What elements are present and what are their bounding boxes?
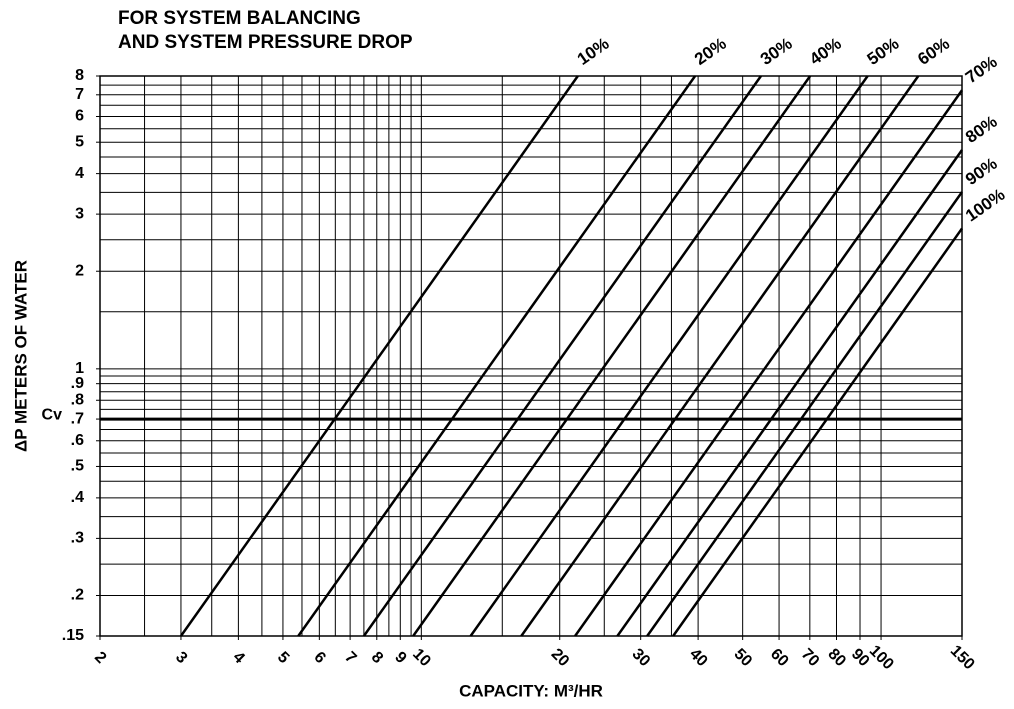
series-line bbox=[362, 75, 762, 637]
x-tick-label: 50 bbox=[731, 645, 756, 670]
y-tick-label: .7 bbox=[71, 410, 84, 427]
x-tick-label: 70 bbox=[798, 645, 823, 670]
series-line bbox=[469, 75, 869, 637]
y-tick-label: .9 bbox=[71, 375, 84, 392]
series-label: 90% bbox=[962, 154, 1001, 189]
x-tick-label: 7 bbox=[341, 649, 359, 667]
x-tick-label: 10 bbox=[409, 645, 434, 670]
y-tick-label: 7 bbox=[75, 86, 84, 103]
x-tick-label: 150 bbox=[947, 642, 978, 673]
x-tick-label: 80 bbox=[824, 645, 849, 670]
chart-title: AND SYSTEM PRESSURE DROP bbox=[118, 32, 413, 53]
y-tick-label: .8 bbox=[71, 391, 84, 408]
series-label: 10% bbox=[574, 34, 613, 69]
x-tick-label: 4 bbox=[229, 649, 247, 667]
y-tick-label: 3 bbox=[75, 205, 84, 222]
x-tick-label: 5 bbox=[274, 649, 292, 667]
x-tick-label: 20 bbox=[548, 645, 573, 670]
y-tick-label: 2 bbox=[75, 262, 84, 279]
x-tick-label: 40 bbox=[686, 645, 711, 670]
y-tick-label: .6 bbox=[71, 432, 84, 449]
plot-frame bbox=[99, 75, 963, 637]
y-tick-label: .15 bbox=[62, 627, 84, 644]
series-line bbox=[672, 227, 964, 637]
series-line bbox=[616, 149, 964, 637]
chart-title: FOR SYSTEM BALANCING bbox=[118, 8, 361, 29]
y-tick-label: .5 bbox=[71, 458, 84, 475]
series-line bbox=[646, 191, 964, 637]
series-label: 60% bbox=[914, 34, 953, 69]
series-line bbox=[297, 75, 697, 637]
y-tick-label: .4 bbox=[71, 489, 84, 506]
y-tick-label: 4 bbox=[75, 165, 84, 182]
x-tick-label: 90 bbox=[848, 645, 873, 670]
y-tick-label: 6 bbox=[75, 108, 84, 125]
series-line bbox=[574, 89, 964, 637]
series-label: 70% bbox=[962, 52, 1001, 87]
x-tick-label: 3 bbox=[172, 649, 190, 667]
series-line bbox=[520, 75, 920, 637]
y-axis-label: ΔP METERS OF WATER bbox=[11, 260, 30, 452]
y-tick-label: .3 bbox=[71, 530, 84, 547]
x-tick-label: 100 bbox=[866, 642, 897, 673]
y-tick-label: 1 bbox=[75, 360, 84, 377]
series-label: 40% bbox=[806, 34, 845, 69]
x-tick-label: 60 bbox=[767, 645, 792, 670]
x-tick-label: 8 bbox=[368, 649, 386, 667]
series-line bbox=[179, 75, 579, 637]
x-tick-label: 9 bbox=[391, 649, 409, 667]
series-label: 50% bbox=[864, 34, 903, 69]
series-label: 20% bbox=[691, 34, 730, 69]
reference-label: Cv bbox=[42, 406, 63, 423]
x-tick-label: 30 bbox=[629, 645, 654, 670]
y-tick-label: .2 bbox=[71, 587, 84, 604]
series-line bbox=[412, 75, 812, 637]
series-label: 100% bbox=[962, 185, 1009, 226]
series-label: 30% bbox=[757, 34, 796, 69]
y-tick-label: 5 bbox=[75, 133, 84, 150]
x-axis-label: CAPACITY: M³/HR bbox=[459, 681, 603, 700]
x-tick-label: 2 bbox=[91, 649, 109, 667]
y-tick-label: 8 bbox=[75, 67, 84, 84]
series-label: 80% bbox=[962, 112, 1001, 147]
x-tick-label: 6 bbox=[310, 649, 328, 667]
